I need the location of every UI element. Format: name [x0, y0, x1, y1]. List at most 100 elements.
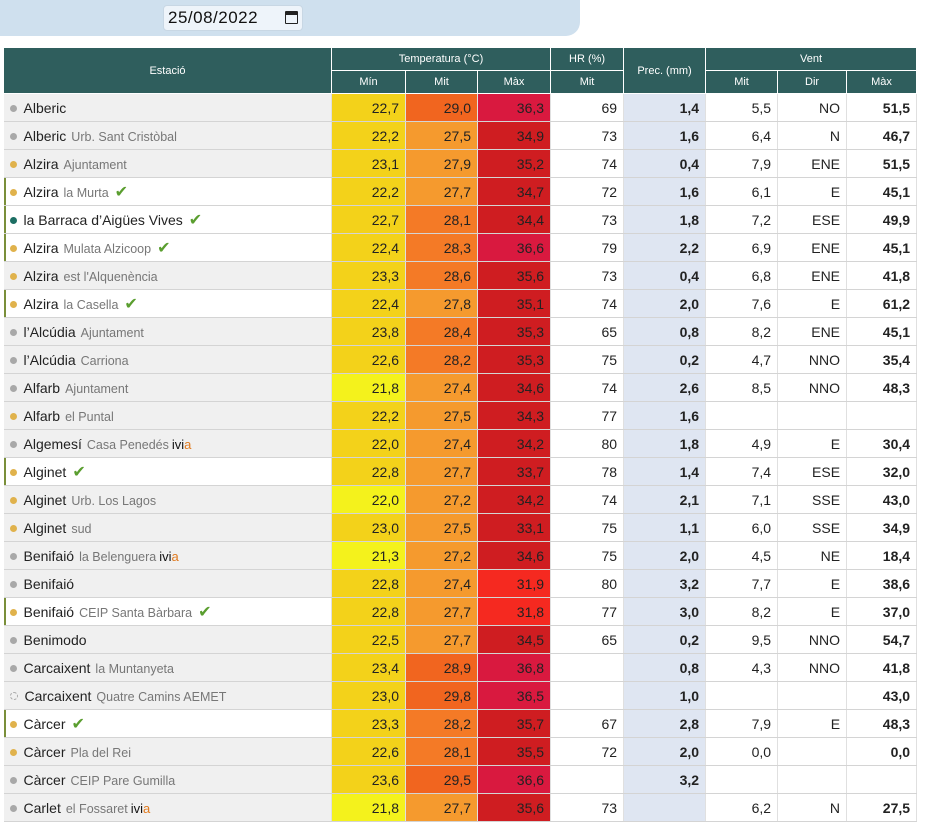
- station-cell[interactable]: l’Alcúdia Ajuntament: [3, 317, 332, 346]
- prec-cell: 1,6: [623, 177, 707, 206]
- station-name[interactable]: Alzira: [23, 155, 59, 172]
- header-temp-mid[interactable]: Mit: [405, 70, 478, 94]
- table-row[interactable]: Alzira Mulata Alzicoop ✔ 22,4 28,3 36,6 79 2,2 6…: [3, 233, 918, 262]
- station-name[interactable]: Carcaixent: [24, 687, 92, 704]
- table-row[interactable]: Benifaió la Belenguera ivia 21,3 27,2 34,6 75 2…: [3, 541, 918, 570]
- table-row[interactable]: Alginet Urb. Los Lagos 22,0 27,2 34,2 74 2,1 7,…: [3, 485, 918, 514]
- station-name[interactable]: Benifaió: [23, 575, 75, 592]
- station-name[interactable]: l’Alcúdia: [23, 351, 76, 368]
- station-cell[interactable]: Alfarb el Puntal: [3, 401, 332, 430]
- table-row[interactable]: Alberic 22,7 29,0 36,3 69 1,4 5,5 NO 51,5: [3, 93, 918, 122]
- station-name[interactable]: Alzira: [23, 295, 59, 312]
- hr-cell: 74: [550, 485, 625, 514]
- station-name[interactable]: Alberic: [23, 99, 67, 116]
- station-name[interactable]: Benimodo: [23, 631, 87, 648]
- table-row[interactable]: Benifaió CEIP Santa Bàrbara ✔ 22,8 27,7 31,8 7…: [3, 597, 918, 626]
- table-row[interactable]: Alfarb Ajuntament 21,8 27,4 34,6 74 2,6 8,5 NNO 4…: [3, 373, 918, 402]
- table-row[interactable]: Benifaió 22,8 27,4 31,9 80 3,2 7,7 E 38,6: [3, 569, 918, 598]
- table-row[interactable]: Càrcer CEIP Pare Gumilla 23,6 29,5 36,6 3,2: [3, 765, 918, 794]
- station-name[interactable]: Alginet: [23, 463, 67, 480]
- temp-min-cell: 22,0: [331, 485, 406, 514]
- table-row[interactable]: Algemesí Casa Penedés ivia 22,0 27,4 34,2 80 1,…: [3, 429, 918, 458]
- temp-min-cell: 22,2: [331, 177, 406, 206]
- station-cell[interactable]: Alzira la Murta ✔: [3, 177, 332, 206]
- station-cell[interactable]: Càrcer CEIP Pare Gumilla: [3, 765, 332, 794]
- table-row[interactable]: Benimodo 22,5 27,7 34,5 65 0,2 9,5 NNO 54,7: [3, 625, 918, 654]
- station-cell[interactable]: Benifaió CEIP Santa Bàrbara ✔: [3, 597, 332, 626]
- table-row[interactable]: Carlet el Fossaret ivia 21,8 27,7 35,6 73 6,2 N 2…: [3, 793, 918, 822]
- station-cell[interactable]: Càrcer Pla del Rei: [3, 737, 332, 766]
- table-row[interactable]: Alberic Urb. Sant Cristòbal 22,2 27,5 34,9 73…: [3, 121, 918, 150]
- station-cell[interactable]: Càrcer ✔: [3, 709, 332, 738]
- station-cell[interactable]: Carcaixent la Muntanyeta: [3, 653, 332, 682]
- station-name[interactable]: Alzira: [23, 239, 59, 256]
- station-cell[interactable]: Alberic: [3, 93, 332, 122]
- table-row[interactable]: l’Alcúdia Ajuntament 23,8 28,4 35,3 65 0,8 8,2 E…: [3, 317, 918, 346]
- station-name[interactable]: Carcaixent: [23, 659, 91, 676]
- station-name[interactable]: Alginet: [23, 491, 67, 508]
- station-name[interactable]: Alberic: [23, 127, 67, 144]
- station-cell[interactable]: l’Alcúdia Carriona: [3, 345, 332, 374]
- station-name[interactable]: Càrcer: [23, 743, 66, 760]
- header-hr: HR (%): [550, 47, 625, 71]
- station-name[interactable]: Carlet: [23, 799, 61, 816]
- station-cell[interactable]: Algemesí Casa Penedés ivia: [3, 429, 332, 458]
- station-cell[interactable]: Benifaió la Belenguera ivia: [3, 541, 332, 570]
- header-temp-max[interactable]: Màx: [476, 70, 552, 94]
- table-row[interactable]: Càrcer Pla del Rei 22,6 28,1 35,5 72 2,0 0,0 0,0: [3, 737, 918, 766]
- table-row[interactable]: Carcaixent Quatre Camins AEMET 23,0 29,8 36,…: [3, 681, 918, 710]
- station-cell[interactable]: Benifaió: [3, 569, 332, 598]
- table-row[interactable]: la Barraca d’Aigües Vives ✔ 22,7 28,1 34,4 73…: [3, 205, 918, 234]
- station-cell[interactable]: Alfarb Ajuntament: [3, 373, 332, 402]
- station-cell[interactable]: Alzira est l'Alquenència: [3, 261, 332, 290]
- station-name[interactable]: Alfarb: [23, 407, 61, 424]
- table-row[interactable]: Alzira la Casella ✔ 22,4 27,8 35,1 74 2,0 7,6 E 61…: [3, 289, 918, 318]
- station-cell[interactable]: Alberic Urb. Sant Cristòbal: [3, 121, 332, 150]
- station-name[interactable]: Alzira: [23, 183, 59, 200]
- station-name[interactable]: Benifaió: [23, 603, 75, 620]
- table-row[interactable]: l’Alcúdia Carriona 22,6 28,2 35,3 75 0,2 4,7 NNO…: [3, 345, 918, 374]
- station-cell[interactable]: Alzira Ajuntament: [3, 149, 332, 178]
- hr-cell: 75: [550, 541, 625, 570]
- calendar-icon[interactable]: [285, 11, 298, 24]
- table-row[interactable]: Alfarb el Puntal 22,2 27,5 34,3 77 1,6: [3, 401, 918, 430]
- temp-min-cell: 22,7: [331, 93, 406, 122]
- header-temp-min[interactable]: Mín: [331, 70, 406, 94]
- station-cell[interactable]: la Barraca d’Aigües Vives ✔: [3, 205, 332, 234]
- table-row[interactable]: Alginet ✔ 22,8 27,7 33,7 78 1,4 7,4 ESE 32,0: [3, 457, 918, 486]
- header-wind-max[interactable]: Màx: [846, 70, 918, 94]
- table-row[interactable]: Alginet sud 23,0 27,5 33,1 75 1,1 6,0 SSE 34,9: [3, 513, 918, 542]
- station-name[interactable]: Alzira: [23, 267, 59, 284]
- station-name[interactable]: Càrcer: [23, 715, 66, 732]
- wind-mid-cell: [705, 681, 779, 710]
- station-cell[interactable]: Alzira Mulata Alzicoop ✔: [3, 233, 332, 262]
- station-name[interactable]: Algemesí: [23, 435, 82, 452]
- header-prec[interactable]: Prec. (mm): [623, 47, 707, 94]
- temp-mid-cell: 27,8: [405, 289, 478, 318]
- station-cell[interactable]: Alzira la Casella ✔: [3, 289, 332, 318]
- station-name[interactable]: Benifaió: [23, 547, 75, 564]
- station-name[interactable]: Càrcer: [23, 771, 66, 788]
- station-location: est l'Alquenència: [63, 269, 158, 284]
- header-wind-dir[interactable]: Dir: [777, 70, 848, 94]
- station-cell[interactable]: Carcaixent Quatre Camins AEMET: [3, 681, 332, 710]
- station-cell[interactable]: Alginet ✔: [3, 457, 332, 486]
- table-row[interactable]: Alzira la Murta ✔ 22,2 27,7 34,7 72 1,6 6,1 E 45,1: [3, 177, 918, 206]
- station-name[interactable]: Alginet: [23, 519, 67, 536]
- station-name[interactable]: l’Alcúdia: [23, 323, 76, 340]
- date-picker[interactable]: 25/08/2022: [163, 5, 303, 31]
- header-station[interactable]: Estació: [3, 47, 332, 94]
- station-cell[interactable]: Benimodo: [3, 625, 332, 654]
- station-cell[interactable]: Alginet Urb. Los Lagos: [3, 485, 332, 514]
- table-row[interactable]: Carcaixent la Muntanyeta 23,4 28,9 36,8 0,8 4,…: [3, 653, 918, 682]
- station-location: la Belenguera: [79, 549, 157, 564]
- station-name[interactable]: la Barraca d’Aigües Vives: [23, 211, 183, 228]
- station-cell[interactable]: Carlet el Fossaret ivia: [3, 793, 332, 822]
- header-wind-mid[interactable]: Mit: [705, 70, 779, 94]
- table-row[interactable]: Alzira est l'Alquenència 23,3 28,6 35,6 73 0,4…: [3, 261, 918, 290]
- station-name[interactable]: Alfarb: [23, 379, 61, 396]
- station-cell[interactable]: Alginet sud: [3, 513, 332, 542]
- header-hr-mid[interactable]: Mit: [550, 70, 625, 94]
- table-row[interactable]: Alzira Ajuntament 23,1 27,9 35,2 74 0,4 7,9 ENE 5…: [3, 149, 918, 178]
- table-row[interactable]: Càrcer ✔ 23,3 28,2 35,7 67 2,8 7,9 E 48,3: [3, 709, 918, 738]
